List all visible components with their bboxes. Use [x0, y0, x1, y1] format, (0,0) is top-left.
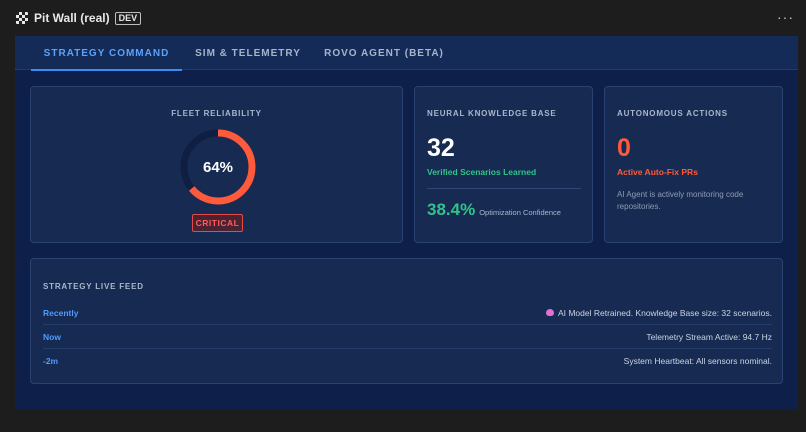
- feed-message: AI Model Retrained. Knowledge Base size:…: [545, 307, 772, 318]
- tab-sim-telemetry[interactable]: SIM & TELEMETRY: [195, 47, 301, 59]
- autonomous-actions-title: AUTONOMOUS ACTIONS: [617, 109, 728, 118]
- feed-time: -2m: [43, 356, 59, 366]
- title-bar: Pit Wall (real) DEV ···: [0, 0, 806, 36]
- checkered-flag-icon: [16, 12, 28, 24]
- feed-row: Now Telemetry Stream Active: 94.7 Hz: [43, 325, 772, 349]
- confidence-value: 38.4%: [427, 200, 476, 219]
- app-title: Pit Wall (real): [34, 11, 110, 25]
- feed-message-text: AI Model Retrained. Knowledge Base size:…: [557, 307, 772, 318]
- live-feed-card: STRATEGY LIVE FEED Recently AI Model Ret…: [30, 258, 783, 384]
- feed-row: Recently AI Model Retrained. Knowledge B…: [43, 301, 772, 325]
- reliability-value: 64%: [202, 158, 234, 176]
- status-badge: CRITICAL: [192, 214, 243, 232]
- auto-fix-description: AI Agent is actively monitoring code rep…: [617, 190, 744, 211]
- gauge-arc: [180, 129, 256, 205]
- confidence-label: Optimization Confidence: [479, 208, 561, 217]
- ellipsis-icon[interactable]: ···: [777, 9, 794, 25]
- tab-bar: STRATEGY COMMAND SIM & TELEMETRY ROVO AG…: [15, 36, 798, 71]
- confidence-stat: 38.4% Optimization Confidence: [427, 200, 561, 220]
- reliability-gauge: [180, 129, 256, 205]
- dev-badge: DEV: [114, 11, 142, 25]
- auto-fix-label: Active Auto-Fix PRs: [617, 167, 698, 177]
- neural-knowledge-title: NEURAL KNOWLEDGE BASE: [427, 109, 557, 118]
- fleet-reliability-title: FLEET RELIABILITY: [171, 109, 262, 118]
- auto-fix-count: 0: [617, 134, 631, 162]
- scenarios-label: Verified Scenarios Learned: [427, 167, 537, 177]
- feed-time: Recently: [43, 307, 79, 318]
- feed-time: Now: [43, 331, 61, 342]
- live-feed-title: STRATEGY LIVE FEED: [43, 282, 144, 291]
- brain-icon: [545, 309, 554, 316]
- feed-message: System Heartbeat: All sensors nominal.: [623, 356, 772, 366]
- tab-strategy-command[interactable]: STRATEGY COMMAND: [31, 36, 182, 71]
- feed-message: Telemetry Stream Active: 94.7 Hz: [646, 331, 772, 342]
- neural-knowledge-card: NEURAL KNOWLEDGE BASE 32 Verified Scenar…: [414, 86, 593, 243]
- scenarios-count: 32: [427, 134, 455, 162]
- dashboard-panel: STRATEGY COMMAND SIM & TELEMETRY ROVO AG…: [15, 36, 798, 410]
- fleet-reliability-card: FLEET RELIABILITY 64% CRITICAL: [30, 86, 403, 243]
- autonomous-actions-card: AUTONOMOUS ACTIONS 0 Active Auto-Fix PRs…: [604, 86, 783, 243]
- tab-rovo-agent[interactable]: ROVO AGENT (BETA): [324, 47, 444, 59]
- divider: [427, 188, 581, 189]
- feed-row: -2m System Heartbeat: All sensors nomina…: [43, 349, 772, 373]
